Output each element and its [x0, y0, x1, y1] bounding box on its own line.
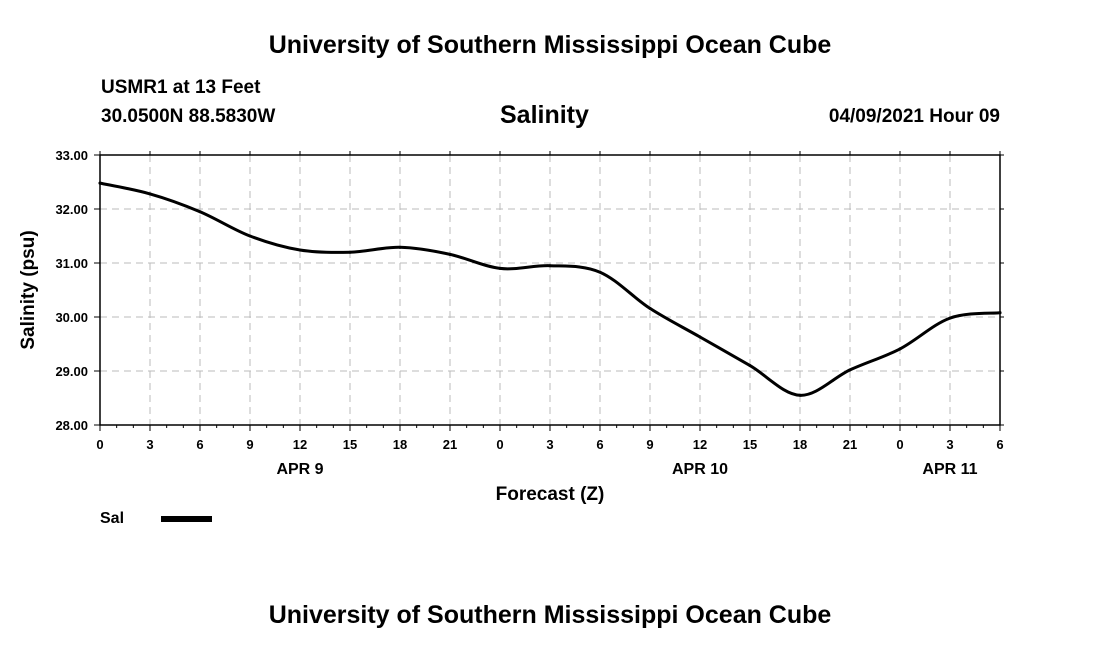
- station-coordinates: 30.0500N 88.5830W: [101, 106, 276, 127]
- x-tick-label: 12: [293, 437, 307, 452]
- forecast-datetime: 04/09/2021 Hour 09: [828, 106, 1000, 127]
- y-tick-label: 28.00: [55, 418, 88, 433]
- chart-title-top: University of Southern Mississippi Ocean…: [268, 31, 832, 59]
- data-point: [698, 335, 702, 339]
- data-point: [498, 266, 502, 270]
- data-point: [648, 306, 652, 310]
- data-point: [398, 245, 402, 249]
- y-tick-label: 30.00: [55, 310, 88, 325]
- axis-tick-labels: 28.00 29.00 30.00 31.00 32.00 33.00 0 3 6 9 12 15 18…: [55, 148, 1003, 478]
- variable-title: Salinity: [500, 101, 589, 129]
- date-label: APR 11: [922, 461, 977, 478]
- x-tick-label: 12: [693, 437, 707, 452]
- x-tick-label: 6: [996, 437, 1003, 452]
- data-point: [248, 234, 252, 238]
- data-point: [548, 264, 552, 268]
- legend-label: Sal: [100, 510, 125, 527]
- y-tick-label: 31.00: [55, 256, 88, 271]
- data-point: [148, 192, 152, 196]
- x-tick-label: 18: [393, 437, 407, 452]
- data-point: [98, 181, 102, 185]
- x-axis-label: Forecast (Z): [496, 484, 605, 505]
- grid-lines: [99, 154, 1001, 426]
- data-point: [898, 347, 902, 351]
- x-tick-label: 18: [793, 437, 807, 452]
- x-tick-label: 15: [743, 437, 757, 452]
- x-tick-label: 21: [843, 437, 857, 452]
- x-tick-label: 15: [343, 437, 357, 452]
- data-point: [598, 270, 602, 274]
- x-tick-label: 6: [196, 437, 203, 452]
- data-point: [448, 252, 452, 256]
- y-tick-label: 29.00: [55, 364, 88, 379]
- data-point: [198, 210, 202, 214]
- data-point: [998, 311, 1002, 315]
- date-label: APR 10: [672, 461, 728, 478]
- legend-swatch-sal: [161, 516, 212, 522]
- x-tick-label: 6: [596, 437, 603, 452]
- x-tick-label: 9: [246, 437, 253, 452]
- data-point: [798, 393, 802, 397]
- y-axis-label: Salinity (psu): [18, 230, 39, 349]
- x-tick-label: 0: [896, 437, 903, 452]
- x-tick-label: 3: [546, 437, 553, 452]
- x-tick-label: 3: [946, 437, 953, 452]
- data-point: [748, 364, 752, 368]
- data-point: [948, 316, 952, 320]
- station-label: USMR1 at 13 Feet: [101, 77, 261, 98]
- chart-title-bottom: University of Southern Mississippi Ocean…: [268, 601, 832, 629]
- data-point: [298, 248, 302, 252]
- x-tick-label: 0: [496, 437, 503, 452]
- y-tick-label: 32.00: [55, 202, 88, 217]
- axis-ticks: [94, 151, 1004, 431]
- data-point: [848, 368, 852, 372]
- y-tick-label: 33.00: [55, 148, 88, 163]
- x-tick-label: 3: [146, 437, 153, 452]
- x-tick-label: 9: [646, 437, 653, 452]
- date-label: APR 9: [276, 461, 323, 478]
- data-point: [348, 250, 352, 254]
- x-tick-label: 21: [443, 437, 457, 452]
- x-tick-label: 0: [96, 437, 103, 452]
- series-layer: [98, 181, 1002, 397]
